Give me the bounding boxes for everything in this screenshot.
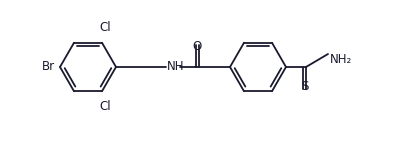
Text: NH₂: NH₂ [330, 53, 352, 66]
Text: NH: NH [167, 60, 185, 73]
Text: Br: Br [42, 60, 55, 73]
Text: S: S [301, 80, 309, 93]
Text: O: O [192, 40, 202, 53]
Text: Cl: Cl [99, 100, 111, 113]
Text: Cl: Cl [99, 21, 111, 34]
